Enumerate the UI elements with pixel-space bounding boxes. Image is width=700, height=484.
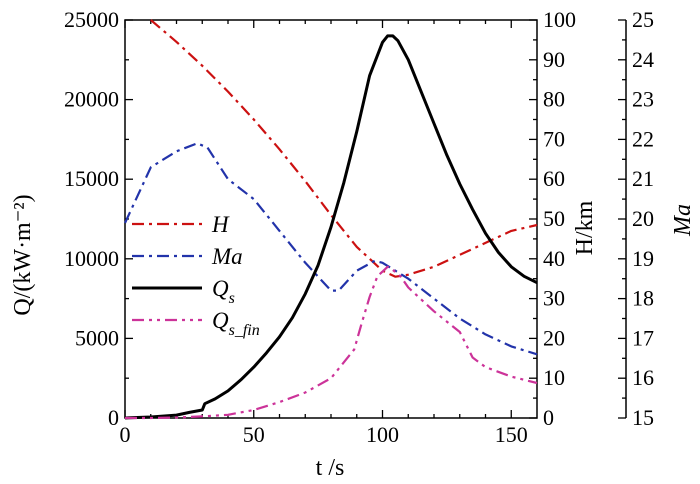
q-tick-label: 10000 bbox=[64, 246, 119, 271]
ma-tick-label: 18 bbox=[632, 286, 654, 311]
h-tick-label: 10 bbox=[543, 365, 565, 390]
ma-tick-label: 21 bbox=[632, 166, 654, 191]
h-tick-label: 50 bbox=[543, 206, 565, 231]
h-tick-label: 60 bbox=[543, 166, 565, 191]
q-tick-label: 0 bbox=[108, 405, 119, 430]
series-line-H bbox=[150, 19, 538, 278]
legend-label-Ma: Ma bbox=[211, 244, 243, 269]
axis-labels: t /s Q/(kW·m⁻²) H/km Ma bbox=[10, 194, 696, 481]
y-axis-label-Ma: Ma bbox=[670, 204, 696, 237]
h-tick-label: 30 bbox=[543, 286, 565, 311]
q-tick-label: 15000 bbox=[64, 166, 119, 191]
series-layer bbox=[124, 19, 538, 420]
h-tick-label: 80 bbox=[543, 87, 565, 112]
x-tick-label: 100 bbox=[366, 422, 399, 447]
ma-tick-label: 23 bbox=[632, 87, 654, 112]
x-tick-label: 0 bbox=[120, 422, 131, 447]
ma-tick-label: 19 bbox=[632, 246, 654, 271]
series-line-Qs_fin bbox=[125, 265, 538, 420]
q-tick-label: 25000 bbox=[64, 7, 119, 32]
ma-tick-label: 17 bbox=[632, 325, 654, 350]
legend-label-Qs_fin: Qs_fin bbox=[212, 308, 260, 339]
h-tick-label: 20 bbox=[543, 325, 565, 350]
h-tick-label: 100 bbox=[543, 7, 576, 32]
ma-tick-label: 24 bbox=[632, 47, 654, 72]
ma-tick-label: 16 bbox=[632, 365, 654, 390]
y-axis-label-left: Q/(kW·m⁻²) bbox=[10, 194, 36, 315]
y-axis-label-H: H/km bbox=[572, 200, 598, 255]
x-tick-label: 50 bbox=[243, 422, 265, 447]
legend-subscript: s bbox=[229, 290, 235, 307]
h-tick-label: 0 bbox=[543, 405, 554, 430]
legend-subscript: s_fin bbox=[229, 322, 260, 339]
h-tick-label: 70 bbox=[543, 126, 565, 151]
h-tick-label: 40 bbox=[543, 246, 565, 271]
h-tick-label: 90 bbox=[543, 47, 565, 72]
axes: 0 50 100 150 0 5000 10000 15000 20000 25000 0 10 20 3… bbox=[64, 7, 654, 447]
ma-tick-label: 20 bbox=[632, 206, 654, 231]
legend-label-H: H bbox=[211, 212, 230, 237]
q-tick-label: 5000 bbox=[75, 325, 119, 350]
ma-tick-label: 25 bbox=[632, 7, 654, 32]
series-line-Ma bbox=[124, 142, 538, 356]
ma-tick-label: 22 bbox=[632, 126, 654, 151]
legend-label-Qs: Qs bbox=[212, 276, 235, 307]
q-tick-label: 20000 bbox=[64, 87, 119, 112]
series-line-Qs bbox=[124, 34, 538, 420]
x-tick-label: 150 bbox=[495, 422, 528, 447]
ma-tick-label: 15 bbox=[632, 405, 654, 430]
x-axis-label: t /s bbox=[316, 455, 345, 481]
